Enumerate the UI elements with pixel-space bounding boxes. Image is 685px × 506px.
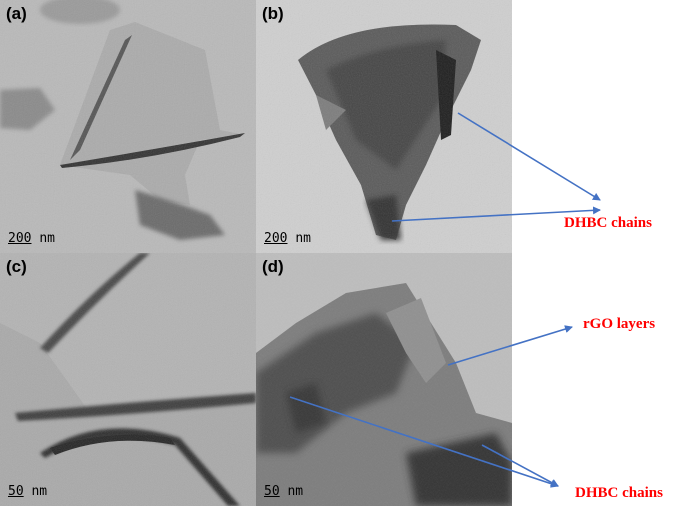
tem-image-a [0, 0, 256, 253]
panel-label: (c) [6, 257, 27, 276]
scale-value: 200 [8, 231, 32, 246]
arrow-dhbc-b-lower [391, 206, 601, 222]
arrow-dhbc-b-upper [457, 112, 601, 201]
scale-unit: nm [31, 484, 48, 499]
tem-image-b [256, 0, 512, 253]
dhbc-chains-label-bottom: DHBC chains [575, 485, 663, 501]
arrow-dhbc-d-left [289, 396, 559, 488]
arrow-rgo-d [447, 325, 573, 366]
scale-bar: 50 nm [264, 484, 303, 499]
scale-value: 200 [264, 231, 288, 246]
scale-value: 50 [264, 484, 280, 499]
panel-label: (b) [262, 4, 284, 23]
arrow-dhbc-d-right [481, 444, 559, 487]
scale-value: 50 [8, 484, 24, 499]
scale-bar: 200 nm [8, 231, 55, 246]
scale-unit: nm [39, 231, 55, 246]
dhbc-chains-label-top: DHBC chains [564, 215, 652, 231]
tem-panel-a: (a) 200 nm [0, 0, 256, 253]
tem-image-c [0, 253, 256, 506]
scale-bar: 200 nm [264, 231, 311, 246]
tem-panel-b: (b) 200 nm [256, 0, 512, 253]
rgo-layers-label: rGO layers [583, 316, 656, 332]
panel-label: (a) [6, 4, 27, 23]
scale-unit: nm [287, 484, 304, 499]
scale-unit: nm [295, 231, 311, 246]
tem-panel-c: (c) 50 nm [0, 253, 256, 506]
panel-label: (d) [262, 257, 284, 276]
scale-bar: 50 nm [8, 484, 47, 499]
